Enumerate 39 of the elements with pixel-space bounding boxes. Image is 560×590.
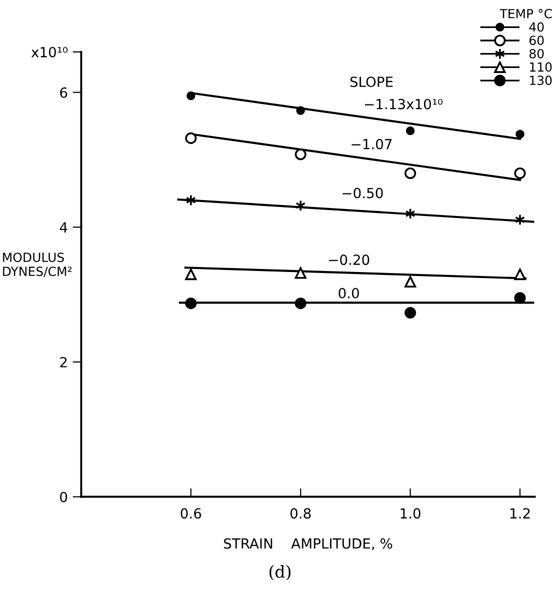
annotation: −1.07 xyxy=(352,138,392,150)
legend-label: 60 xyxy=(530,36,544,46)
text: 1.0 xyxy=(400,508,420,519)
point xyxy=(406,126,415,136)
point xyxy=(185,298,197,310)
x-tick-label: 0.6 xyxy=(180,508,202,519)
point xyxy=(514,292,526,304)
y-tick-label: 2 xyxy=(60,356,67,368)
point xyxy=(404,276,416,288)
x-tick-label: 1.2 xyxy=(510,508,530,518)
text: (d) xyxy=(269,565,291,580)
y-tick-label: x10¹⁰ xyxy=(31,46,68,58)
point xyxy=(514,268,526,280)
legend-label: 110 xyxy=(530,62,552,72)
legend-label: 40 xyxy=(529,22,544,32)
point xyxy=(185,268,197,280)
y-axis-title: MODULUS DYNES/CM² xyxy=(3,252,72,278)
point xyxy=(294,298,306,310)
point xyxy=(294,148,306,160)
legend-label: 130 xyxy=(530,76,552,86)
annotation: −0.50 xyxy=(342,188,383,198)
annotation: −1.13x10¹⁰ xyxy=(364,98,443,110)
annotation: SLOPE xyxy=(350,76,393,88)
point xyxy=(294,267,306,279)
point xyxy=(185,132,197,144)
annotation: 0.0 xyxy=(338,288,359,298)
y-tick-label: 6 xyxy=(60,87,68,98)
x-tick-label: 0.8 xyxy=(290,508,311,519)
point xyxy=(296,106,305,115)
x-axis-title: STRAIN AMPLITUDE, % xyxy=(224,538,392,550)
point xyxy=(516,130,524,139)
point xyxy=(404,307,416,319)
point xyxy=(514,167,526,180)
point xyxy=(404,167,416,180)
annotation: −0.20 xyxy=(329,254,370,266)
y-tick-label: 0 xyxy=(60,492,68,502)
y-tick-label: 4 xyxy=(60,222,68,232)
point xyxy=(186,91,196,100)
legend-title: TEMP °C xyxy=(500,8,552,18)
